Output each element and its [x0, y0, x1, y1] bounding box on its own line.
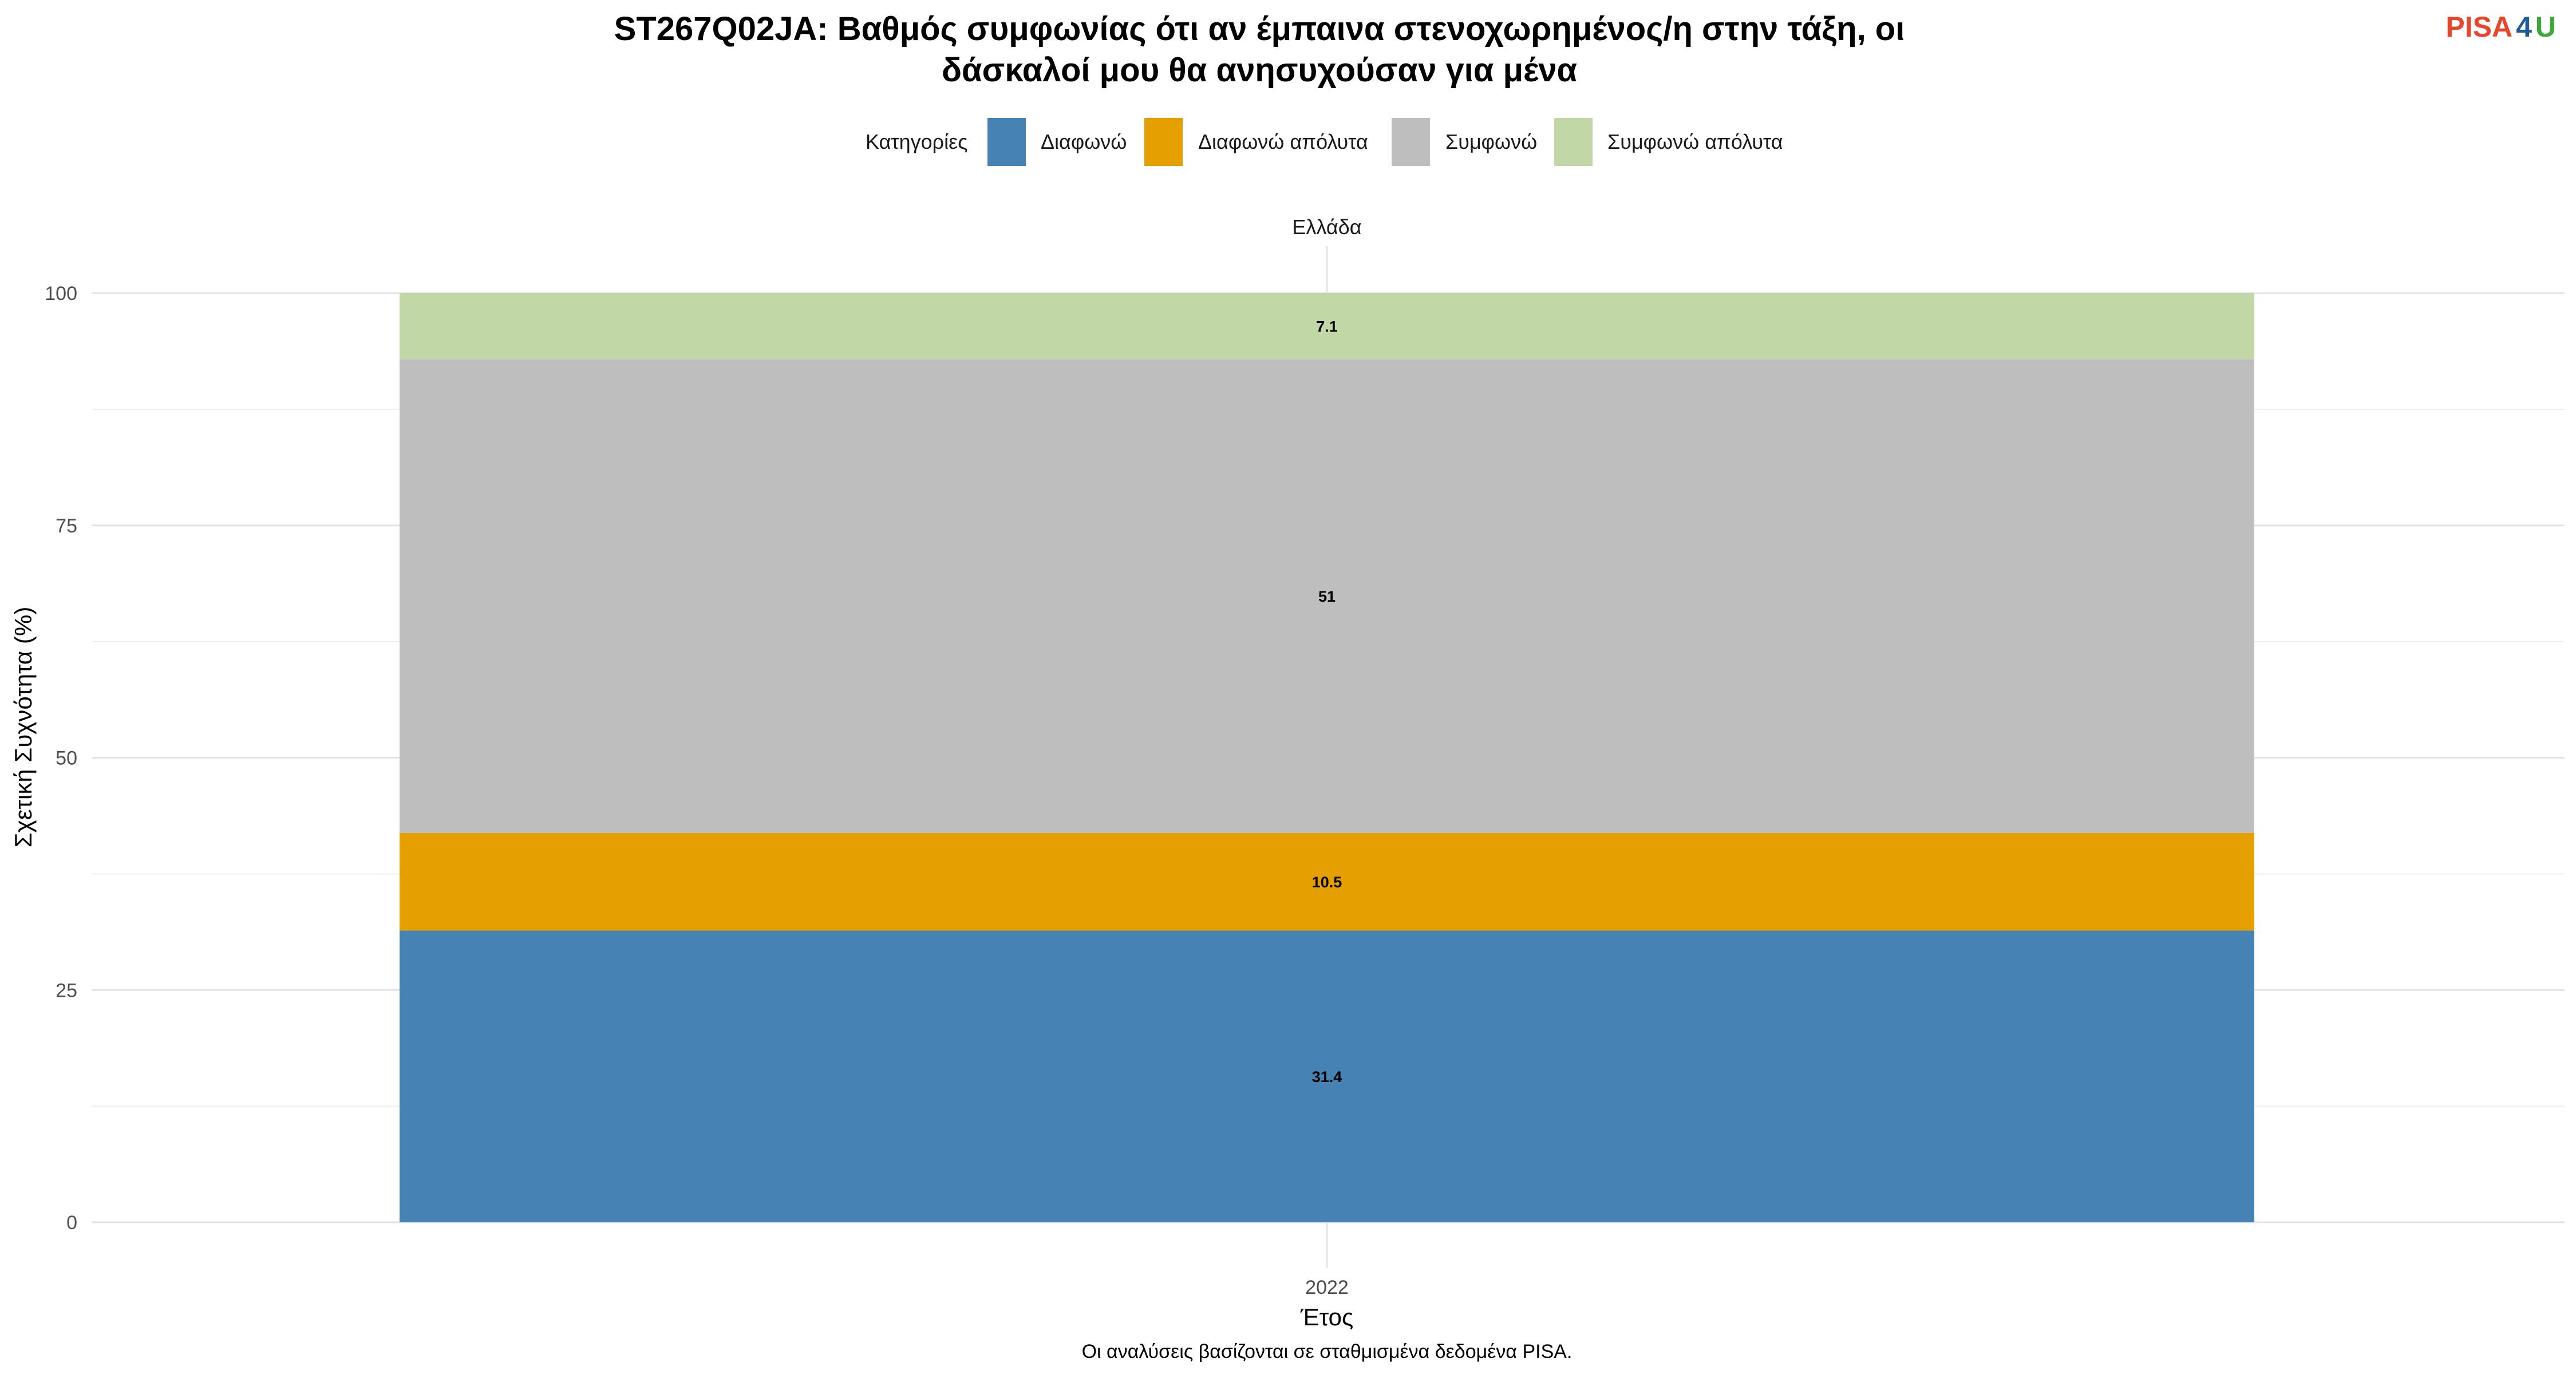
legend: Κατηγορίες Διαφωνώ Διαφωνώ απόλυτα Συμφωνώ…	[866, 118, 1783, 166]
bars	[400, 293, 2254, 1222]
bar-segment-4	[400, 293, 2254, 360]
logo-part-u: U	[2535, 11, 2556, 43]
bar-segment-1	[400, 930, 2254, 1222]
data-label-3: 51	[1318, 588, 1336, 605]
legend-key-3	[1392, 118, 1430, 166]
facet-label: Ελλάδα	[1292, 215, 1361, 239]
logo-part-pisa: PISA	[2445, 11, 2512, 43]
y-tick-label: 0	[66, 1212, 77, 1234]
data-label-2: 10.5	[1312, 874, 1342, 891]
y-tick-label: 25	[56, 980, 77, 1001]
legend-label-2: Διαφωνώ απόλυτα	[1198, 130, 1368, 153]
bar-segment-3	[400, 359, 2254, 833]
bar-segment-2	[400, 832, 2254, 931]
x-axis-title: Έτος	[1300, 1304, 1354, 1330]
data-label-1: 31.4	[1312, 1068, 1342, 1085]
legend-label-3: Συμφωνώ	[1445, 130, 1537, 153]
data-label-4: 7.1	[1316, 318, 1338, 335]
y-tick-label: 75	[56, 515, 77, 537]
x-tick-label: 2022	[1305, 1277, 1349, 1298]
caption: Οι αναλύσεις βασίζονται σε σταθμισμένα δ…	[1082, 1341, 1573, 1363]
y-axis-title: Σχετική Συχνότητα (%)	[10, 607, 37, 848]
chart-title-line-2: δάσκαλοί μου θα ανησυχούσαν για μένα	[942, 52, 1578, 89]
y-tick-label: 100	[45, 283, 77, 305]
x-axis-ticks: 2022	[1305, 1277, 1349, 1298]
legend-label-4: Συμφωνώ απόλυτα	[1607, 130, 1783, 153]
legend-label-1: Διαφωνώ	[1041, 130, 1127, 153]
legend-key-4	[1554, 118, 1593, 166]
legend-title: Κατηγορίες	[866, 130, 968, 153]
legend-key-2	[1144, 118, 1183, 166]
data-labels: 31.4 10.5 51 7.1	[1312, 318, 1342, 1086]
y-tick-label: 50	[56, 748, 77, 769]
chart-title-line-1: ST267Q02JA: Βαθμός συμφωνίας ότι αν έμπα…	[614, 10, 1905, 48]
y-axis-ticks: 0 25 50 75 100	[45, 283, 77, 1234]
legend-key-1	[987, 118, 1026, 166]
pisa4u-logo: PISA 4 U	[2445, 11, 2556, 43]
logo-part-4: 4	[2516, 11, 2532, 43]
